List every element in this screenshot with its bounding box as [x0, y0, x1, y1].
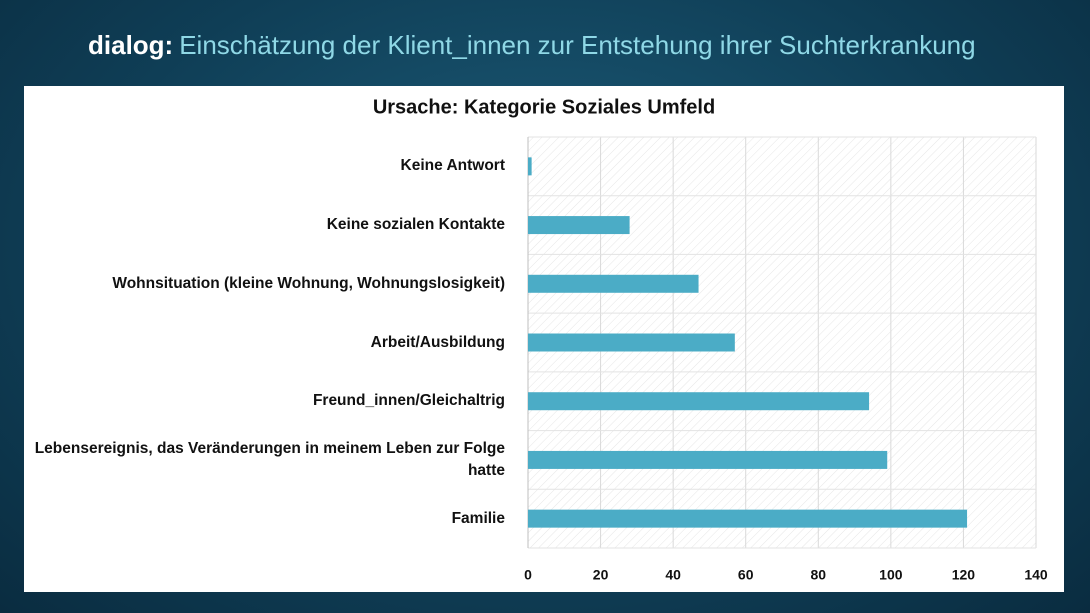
bar: [528, 392, 870, 411]
y-tick-label: Familie: [451, 509, 505, 527]
x-tick-label: 60: [738, 567, 754, 583]
brand: dialog:: [88, 30, 174, 60]
x-tick-label: 140: [1024, 567, 1048, 583]
slide-title: Einschätzung der Klient_innen zur Entste…: [179, 30, 976, 60]
x-tick-label: 0: [524, 567, 532, 583]
bar: [528, 157, 532, 176]
x-tick-label: 20: [593, 567, 609, 583]
y-tick-label: Keine Antwort: [400, 157, 505, 175]
y-tick-label: Wohnsituation (kleine Wohnung, Wohnungsl…: [112, 274, 505, 292]
bar: [528, 216, 630, 235]
bar: [528, 274, 699, 293]
slide-header: dialog: Einschätzung der Klient_innen zur…: [88, 30, 976, 61]
chart-title: Ursache: Kategorie Soziales Umfeld: [373, 96, 715, 118]
bar: [528, 450, 888, 469]
y-tick-label: Arbeit/Ausbildung: [370, 333, 505, 351]
x-tick-label: 80: [810, 567, 826, 583]
y-tick-label: Keine sozialen Kontakte: [326, 216, 505, 234]
bar: [528, 509, 968, 528]
bar: [528, 333, 735, 352]
x-tick-label: 100: [879, 567, 903, 583]
y-tick-label: Lebensereignis, das Veränderungen in mei…: [34, 439, 505, 479]
x-tick-label: 120: [952, 567, 976, 583]
x-tick-label: 40: [665, 567, 681, 583]
y-tick-label: Freund_innen/Gleichaltrig: [312, 392, 505, 410]
